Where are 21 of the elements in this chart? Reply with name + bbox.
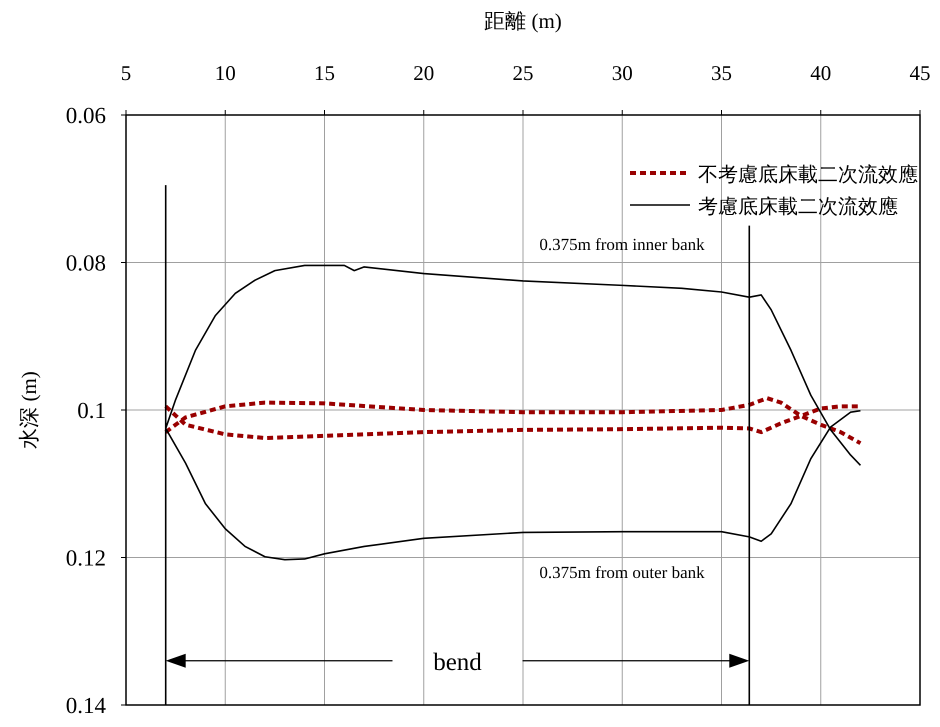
y-tick-label: 0.12 xyxy=(66,546,106,570)
annotation: 0.375m from outer bank xyxy=(539,563,706,582)
y-axis-title: 水深 (m) xyxy=(17,371,41,449)
x-tick-label: 40 xyxy=(810,61,832,85)
legend-label: 不考慮底床載二次流效應 xyxy=(698,164,918,186)
x-tick-label: 25 xyxy=(512,61,534,85)
x-tick-label: 35 xyxy=(711,61,732,85)
x-tick-label: 30 xyxy=(612,61,633,85)
x-tick-label: 20 xyxy=(413,61,434,85)
annotation: bend xyxy=(433,648,482,676)
x-tick-label: 10 xyxy=(214,61,236,85)
y-tick-label: 0.1 xyxy=(77,398,106,423)
y-tick-label: 0.14 xyxy=(66,693,106,718)
x-tick-label: 15 xyxy=(314,61,335,85)
annotation: 0.375m from inner bank xyxy=(539,235,706,254)
x-tick-label: 45 xyxy=(910,61,930,85)
y-tick-label: 0.08 xyxy=(66,250,106,276)
y-tick-label: 0.06 xyxy=(66,103,106,128)
x-tick-label: 5 xyxy=(120,61,132,85)
legend-label: 考慮底床載二次流效應 xyxy=(698,196,898,218)
x-axis-title: 距離 (m) xyxy=(484,9,562,33)
